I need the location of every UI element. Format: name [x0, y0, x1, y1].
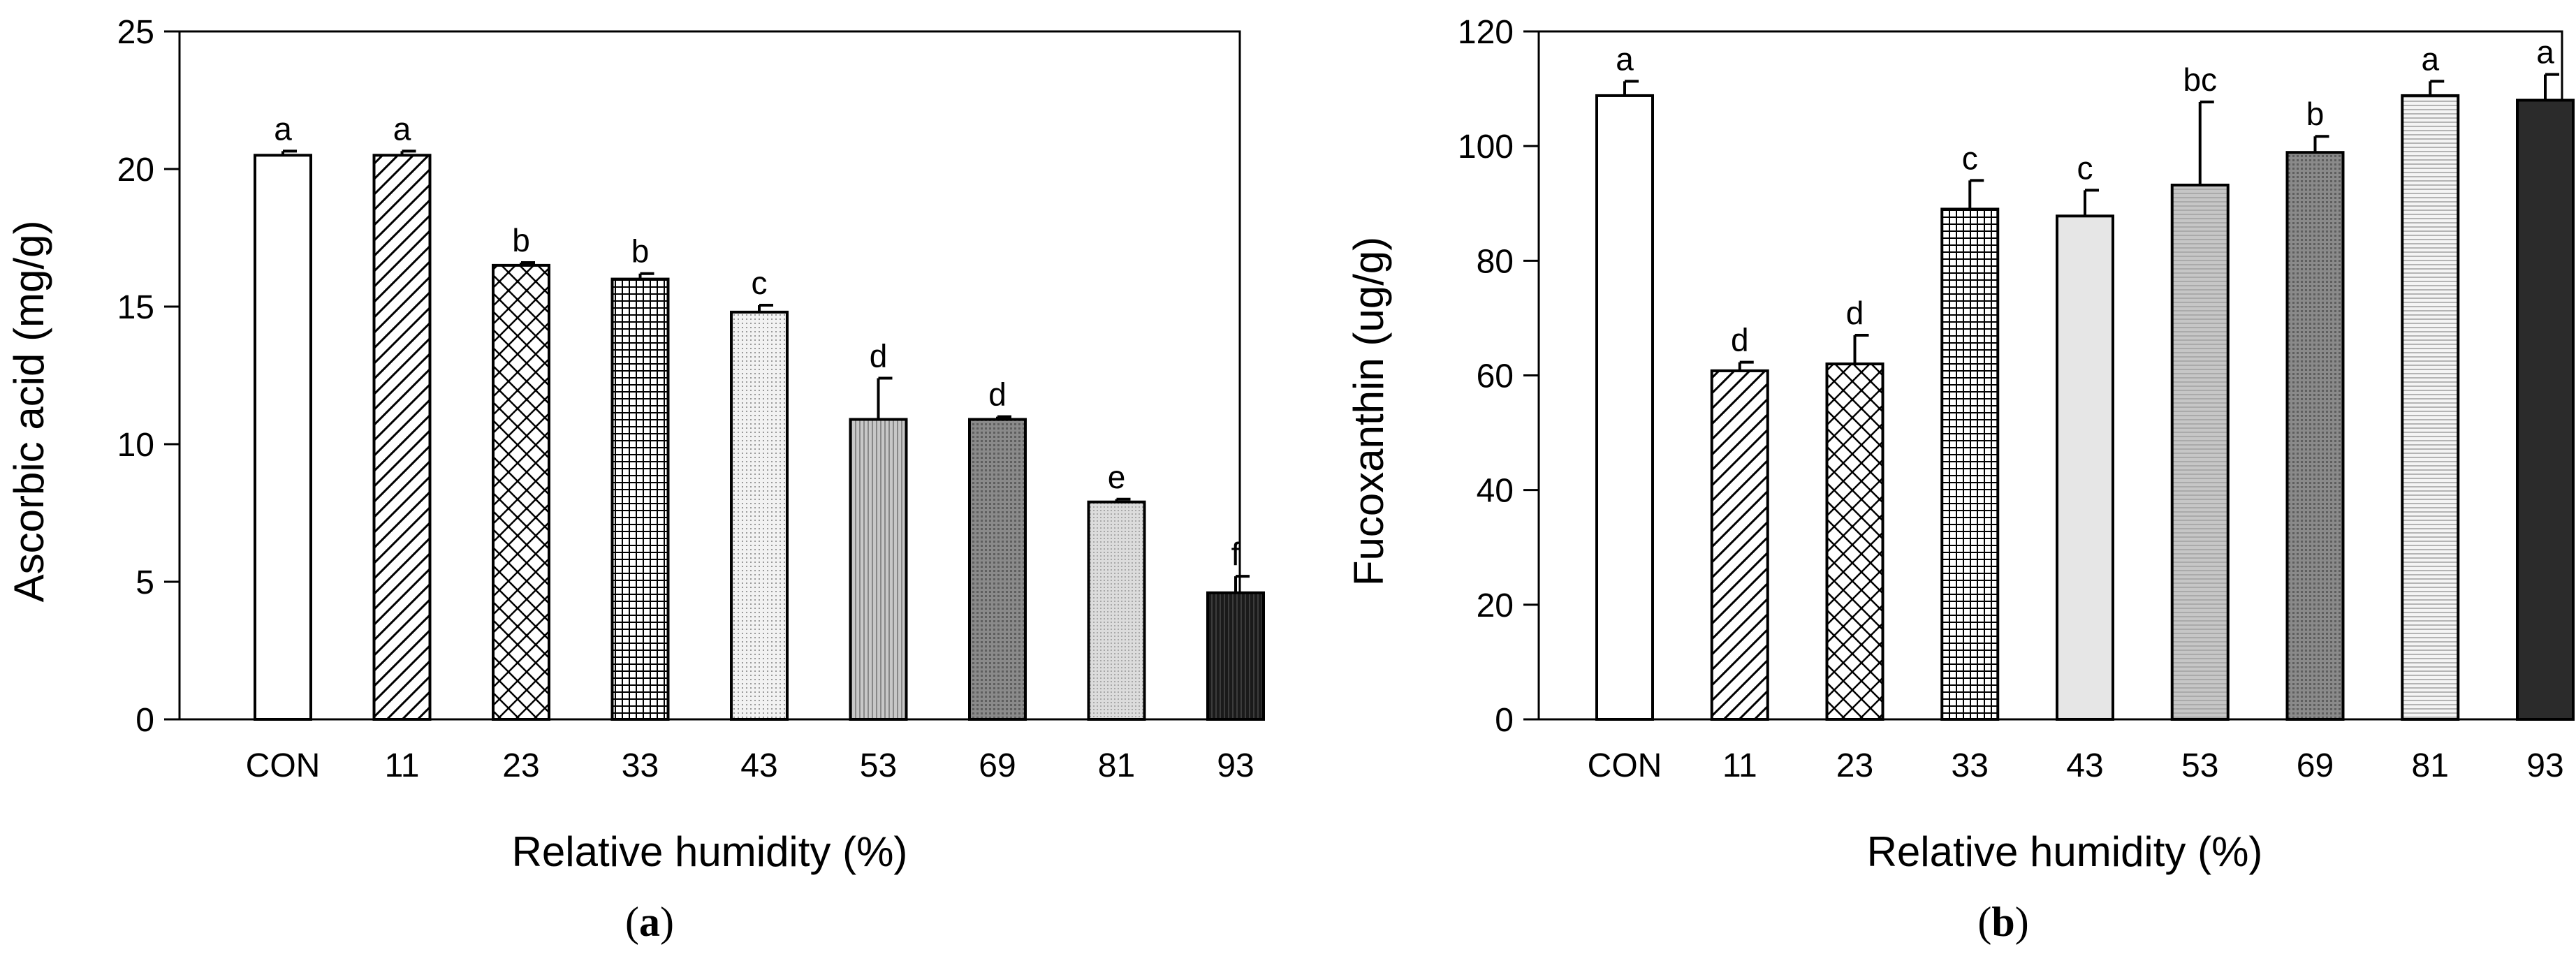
y-tick-label: 100 [1458, 129, 1514, 166]
error-bar [758, 304, 773, 312]
significance-label: a [1616, 41, 1634, 77]
error-bar [2313, 135, 2329, 153]
bar [2516, 98, 2575, 721]
x-tick-label: 69 [979, 747, 1016, 784]
panel-label: (b) [1977, 899, 2028, 945]
bar [1710, 369, 1769, 721]
error-bar [400, 149, 416, 156]
error-bar [281, 149, 297, 156]
x-tick-label: 43 [740, 747, 777, 784]
plot-frame [178, 30, 1241, 721]
x-tick-label: 23 [502, 747, 539, 784]
bar [372, 154, 432, 721]
y-tick-label: 25 [117, 14, 154, 51]
y-tick-label: 20 [1477, 587, 1514, 624]
x-axis-title: Relative humidity (%) [1867, 828, 2263, 875]
bar [968, 418, 1027, 721]
y-tick-label: 20 [117, 152, 154, 189]
x-tick-label: CON [1588, 747, 1662, 784]
significance-label: a [2536, 34, 2554, 71]
error-bar [638, 272, 654, 279]
error-bar [520, 261, 535, 265]
chart-marks: 0 20 40 60 80 100 120 a CON d 11 d 23 c 33 c 43 bc 53 b 69 a 8… [1458, 14, 2575, 784]
bar [2401, 94, 2460, 721]
bar [1206, 591, 1265, 721]
significance-label: b [512, 222, 530, 258]
error-bar [2084, 189, 2099, 217]
x-tick-label: CON [246, 747, 321, 784]
panel-b: Fucoxanthin (ug/g) Relative humidity (%)… [1345, 14, 2575, 945]
y-tick-label: 0 [136, 702, 154, 739]
y-tick-label: 120 [1458, 14, 1514, 51]
error-bar [1115, 497, 1131, 502]
error-bar [2198, 100, 2214, 185]
x-tick-label: 43 [2066, 747, 2103, 784]
panel-label: (a) [625, 899, 674, 945]
bar [1940, 207, 2000, 721]
y-tick-label: 10 [117, 427, 154, 464]
x-tick-label: 69 [2297, 747, 2334, 784]
significance-label: a [2421, 41, 2439, 77]
significance-label: d [988, 376, 1007, 413]
significance-label: b [631, 233, 650, 270]
panel-a: Ascorbic acid (mg/g) Relative humidity (… [6, 14, 1265, 945]
error-bar [1738, 360, 1754, 371]
error-bar [877, 376, 893, 420]
y-tick-label: 0 [1495, 702, 1514, 739]
y-tick-label: 60 [1477, 358, 1514, 395]
x-tick-label: 93 [1217, 747, 1254, 784]
x-axis-title: Relative humidity (%) [512, 828, 908, 875]
error-bar [1853, 334, 1869, 365]
significance-label: c [2077, 149, 2093, 186]
x-tick-label: 53 [2181, 747, 2218, 784]
bar [1595, 94, 1654, 721]
chart-marks: 0 5 10 15 20 25 a CON a 11 b 23 b 33 c 43 d 53 d 69 e 81 f 93 [117, 14, 1265, 784]
x-tick-label: 23 [1836, 747, 1873, 784]
y-tick-label: 5 [136, 564, 154, 601]
significance-label: bc [2183, 61, 2217, 98]
significance-label: d [870, 337, 888, 374]
x-tick-label: 33 [1952, 747, 1989, 784]
x-tick-label: 93 [2526, 747, 2563, 784]
significance-label: c [1962, 140, 1978, 176]
error-bar [2544, 73, 2559, 101]
bar [254, 154, 312, 721]
x-tick-label: 53 [860, 747, 897, 784]
significance-label: a [393, 110, 411, 147]
error-bar [996, 415, 1011, 420]
bar [1087, 500, 1146, 721]
bar [2170, 183, 2230, 721]
x-tick-label: 81 [1098, 747, 1135, 784]
bar [2056, 214, 2114, 721]
error-bar [1623, 80, 1639, 96]
x-tick-label: 81 [2412, 747, 2449, 784]
significance-label: c [752, 265, 768, 301]
error-bar [2429, 80, 2445, 96]
x-tick-label: 33 [622, 747, 659, 784]
x-tick-label: 11 [385, 747, 420, 784]
significance-label: d [1731, 322, 1749, 358]
significance-label: e [1108, 459, 1126, 495]
bar [730, 310, 789, 721]
y-tick-label: 40 [1477, 473, 1514, 510]
significance-label: a [274, 110, 292, 147]
bar [2285, 151, 2345, 721]
bar [1825, 362, 1885, 721]
y-tick-label: 15 [117, 289, 154, 326]
bar [492, 263, 550, 721]
significance-label: f [1231, 536, 1241, 572]
significance-label: b [2306, 96, 2325, 132]
y-tick-label: 80 [1477, 243, 1514, 280]
significance-label: d [1846, 295, 1864, 331]
y-axis-title: Ascorbic acid (mg/g) [6, 221, 52, 603]
x-tick-label: 11 [1722, 747, 1757, 784]
bar [610, 277, 670, 721]
bar [849, 418, 908, 721]
error-bar [1968, 179, 1984, 210]
error-bar [1234, 575, 1250, 593]
y-axis-title: Fucoxanthin (ug/g) [1345, 237, 1392, 586]
